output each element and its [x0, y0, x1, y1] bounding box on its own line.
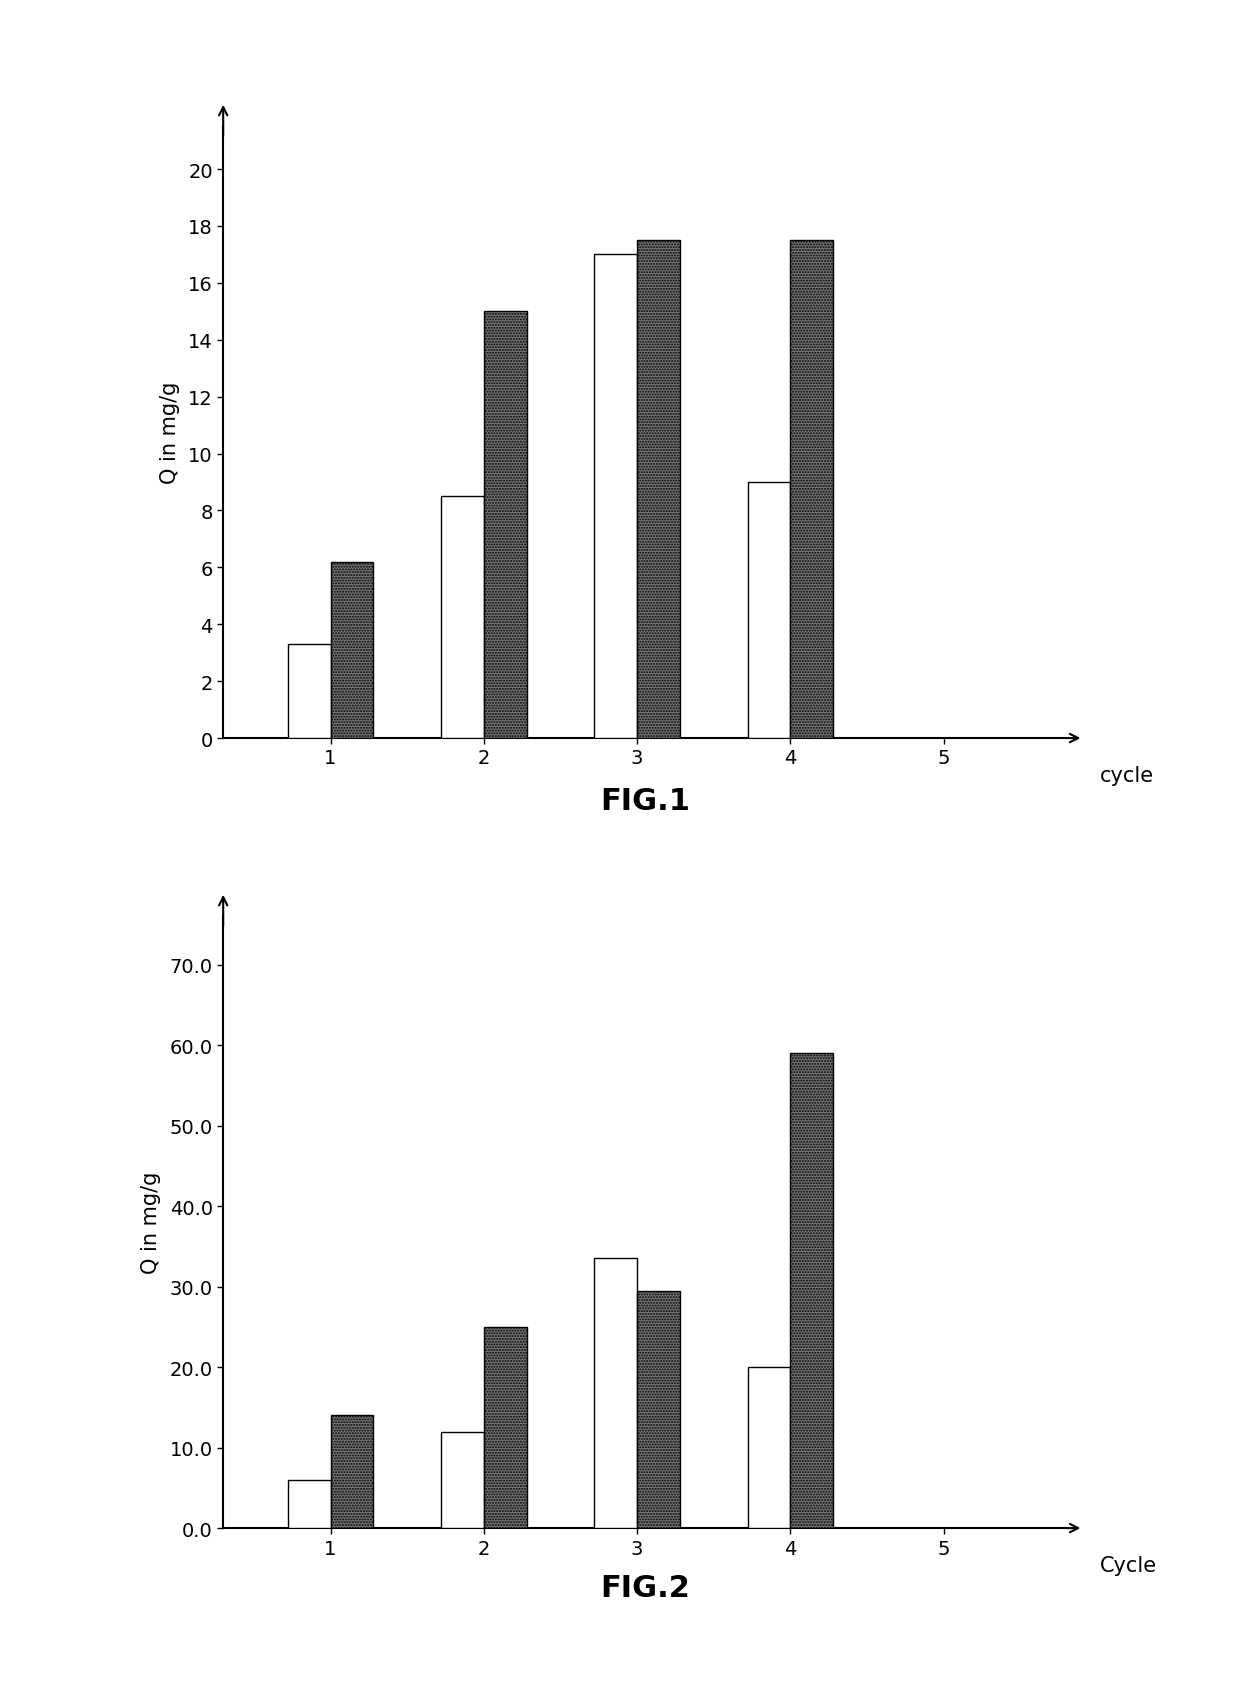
- Bar: [748, 482, 790, 739]
- Bar: [594, 1258, 637, 1528]
- Text: Cycle: Cycle: [1100, 1555, 1157, 1574]
- Bar: [331, 562, 373, 739]
- Text: cycle: cycle: [1100, 766, 1154, 784]
- Bar: [790, 1054, 833, 1528]
- Bar: [637, 1290, 680, 1528]
- Bar: [484, 312, 527, 739]
- Text: FIG.1: FIG.1: [600, 786, 689, 817]
- Bar: [637, 241, 680, 739]
- Bar: [288, 645, 331, 739]
- Y-axis label: Q in mg/g: Q in mg/g: [141, 1172, 161, 1274]
- Bar: [484, 1328, 527, 1528]
- Bar: [790, 241, 833, 739]
- Bar: [594, 255, 637, 739]
- Bar: [331, 1416, 373, 1528]
- Text: FIG.2: FIG.2: [600, 1572, 689, 1603]
- Y-axis label: Q in mg/g: Q in mg/g: [160, 382, 180, 484]
- Bar: [441, 1431, 484, 1528]
- Bar: [288, 1481, 331, 1528]
- Bar: [441, 498, 484, 739]
- Bar: [748, 1367, 790, 1528]
